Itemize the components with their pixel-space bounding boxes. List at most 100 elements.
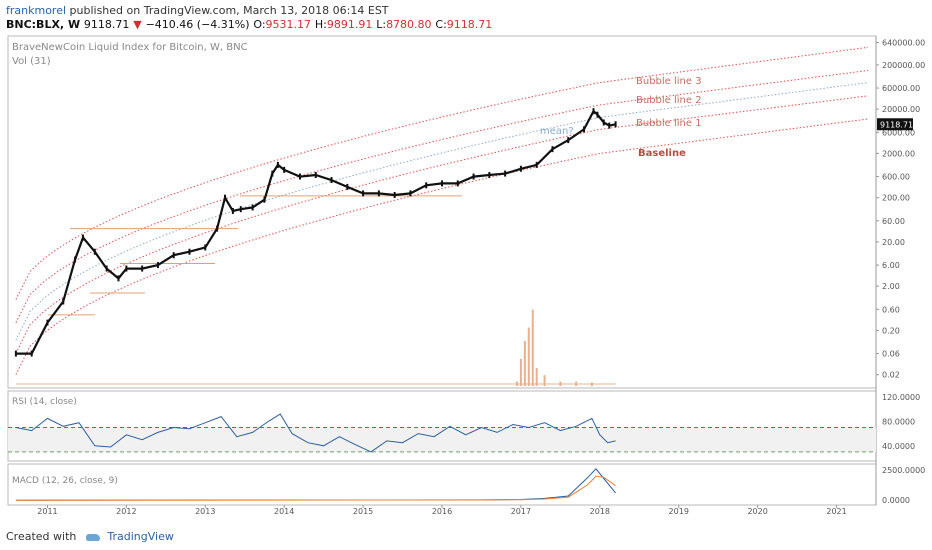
price-candle [488, 172, 491, 179]
price-candle [105, 265, 108, 272]
price-candle [283, 166, 286, 173]
low-label: L: [376, 18, 387, 31]
price-candle [172, 252, 175, 259]
macd-tick-label: 2500.0000 [882, 466, 925, 475]
price-candle [583, 126, 586, 133]
price-tick-label: 6.00 [882, 261, 900, 270]
price-candle [263, 196, 266, 203]
publish-text: published on TradingView.com, March 13, … [69, 4, 389, 17]
price-candle [188, 248, 191, 255]
open-value: 9531.17 [265, 18, 312, 31]
price-tick-label: 2000.00 [882, 149, 915, 158]
macd-tick-label: 0.0000 [882, 496, 910, 505]
volume-bar [523, 341, 526, 386]
close-label: C: [435, 18, 447, 31]
rsi-tick-label: 120.0000 [882, 393, 920, 402]
price-candle [251, 204, 254, 211]
price-candle [377, 190, 380, 197]
volume-bar [531, 309, 534, 386]
x-tick-label: 2014 [274, 507, 294, 516]
high-label: H: [314, 18, 327, 31]
footer: Created with TradingView [6, 530, 174, 543]
band-line-3 [15, 95, 869, 354]
ohlc-bar: BNC:BLX, W 9118.71 ▼ −410.46 (−4.31%) O:… [6, 18, 492, 31]
price-candle [271, 170, 274, 177]
price-tick-label: 60.00 [882, 217, 905, 226]
price-candle [596, 111, 599, 118]
last-price-tag: 9118.71 [880, 120, 913, 129]
x-tick-label: 2011 [37, 507, 57, 516]
low-value: 8780.80 [386, 18, 432, 31]
chart-title: BraveNewCoin Liquid Index for Bitcoin, W… [12, 42, 248, 53]
price-candle [276, 161, 279, 168]
open-label: O: [253, 18, 266, 31]
price-candle [614, 121, 617, 128]
volume-bar [519, 359, 522, 386]
band-line-0 [15, 46, 869, 300]
price-candle [592, 108, 595, 115]
price-candle [330, 177, 333, 184]
rsi-tick-label: 40.0000 [882, 442, 915, 451]
price-tick-label: 200.00 [882, 194, 910, 203]
price-candle [456, 180, 459, 187]
x-tick-label: 2017 [511, 507, 531, 516]
x-tick-label: 2021 [826, 507, 846, 516]
price-candle [298, 173, 301, 180]
price-tick-label: 0.20 [882, 326, 900, 335]
x-tick-label: 2020 [747, 507, 767, 516]
price-candle [519, 165, 522, 172]
price-candle [231, 207, 234, 214]
price-tick-label: 640000.00 [882, 39, 925, 48]
x-tick-label: 2018 [590, 507, 610, 516]
band-line-2 [15, 82, 869, 341]
price-candle [567, 137, 570, 144]
price-candle [393, 191, 396, 198]
price-change: −410.46 (−4.31%) [145, 18, 250, 31]
price-candle [141, 265, 144, 272]
band-label-4: Baseline [638, 148, 686, 159]
price-candle [216, 225, 219, 232]
price-candle [74, 256, 77, 263]
price-candle [602, 119, 605, 126]
tradingview-link[interactable]: TradingView [107, 530, 174, 543]
main-pane [7, 35, 877, 389]
price-candle [608, 122, 611, 129]
price-candle [409, 190, 412, 197]
price-tick-label: 20000.00 [882, 105, 920, 114]
macd-signal-line [15, 475, 616, 501]
price-candle [62, 298, 65, 305]
price-tick-label: 0.02 [882, 371, 900, 380]
volume-bar [527, 327, 530, 386]
band-line-4 [15, 118, 869, 375]
price-candle [14, 350, 17, 357]
x-tick-label: 2013 [195, 507, 215, 516]
publish-info: frankmorel published on TradingView.com,… [6, 4, 389, 17]
price-candle [425, 182, 428, 189]
x-tick-label: 2012 [116, 507, 136, 516]
price-line [15, 109, 616, 355]
price-tick-label: 0.06 [882, 350, 900, 359]
price-tick-label: 600.00 [882, 173, 910, 182]
price-candle [224, 194, 226, 201]
price-candle [346, 183, 349, 190]
price-candle [204, 244, 207, 251]
price-tick-label: 0.60 [882, 305, 900, 314]
band-label-2: mean? [540, 126, 574, 137]
price-candle [30, 350, 33, 357]
last-price: 9118.71 [83, 18, 130, 31]
volume-label: Vol (31) [12, 56, 51, 67]
price-candle [472, 173, 475, 180]
price-candle [441, 180, 443, 187]
price-candle [239, 206, 242, 213]
rsi-tick-label: 80.0000 [882, 417, 915, 426]
price-tick-label: 20.00 [882, 238, 905, 247]
author-link[interactable]: frankmorel [6, 4, 67, 17]
price-candle [156, 262, 159, 269]
price-tick-label: 6000.00 [882, 128, 915, 137]
price-candle [504, 170, 507, 177]
tradingview-cloud-icon [85, 533, 100, 541]
band-line-1 [15, 69, 869, 323]
rsi-label: RSI (14, close) [12, 397, 77, 407]
price-candle [117, 275, 120, 282]
